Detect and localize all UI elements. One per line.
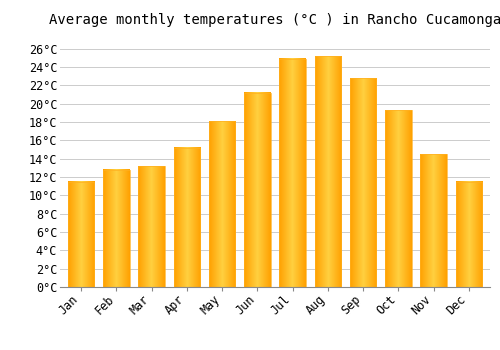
- Bar: [138, 166, 165, 287]
- Bar: [244, 93, 270, 287]
- Bar: [103, 170, 130, 287]
- Bar: [174, 148, 200, 287]
- Bar: [209, 121, 236, 287]
- Bar: [456, 182, 482, 287]
- Bar: [350, 78, 376, 287]
- Bar: [314, 56, 341, 287]
- Bar: [68, 182, 94, 287]
- Title: Average monthly temperatures (°C ) in Rancho Cucamonga: Average monthly temperatures (°C ) in Ra…: [49, 13, 500, 27]
- Bar: [420, 154, 447, 287]
- Bar: [280, 59, 306, 287]
- Bar: [385, 110, 411, 287]
